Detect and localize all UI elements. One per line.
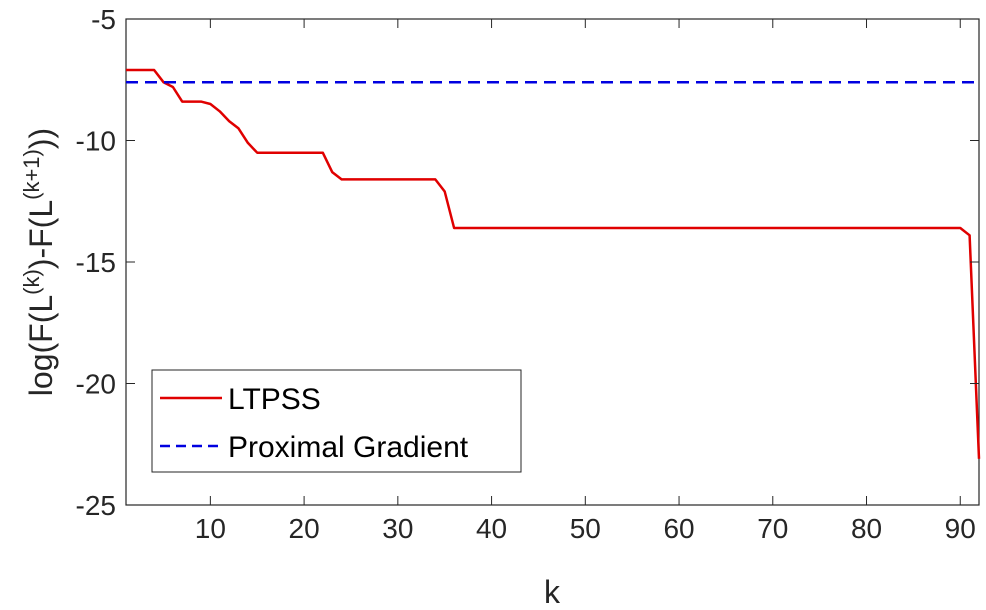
legend-box xyxy=(151,369,522,473)
y-axis-label: log(F(L(k))-F(L(k+1))) xyxy=(19,128,59,396)
legend-label-ltpss: LTPSS xyxy=(228,383,321,416)
x-tick-label: 90 xyxy=(945,513,976,544)
series-line-ltpss xyxy=(126,68,981,459)
x-tick-label: 30 xyxy=(382,513,413,544)
x-tick-label: 20 xyxy=(289,513,320,544)
x-axis-label: k xyxy=(544,574,561,610)
y-axis-ticks: -5 -10 -15 -20 -25 xyxy=(76,4,979,521)
series-layer xyxy=(126,68,981,459)
y-tick-label: -10 xyxy=(76,126,116,157)
y-tick-label: -15 xyxy=(76,247,116,278)
y-label-middle: )-F(L xyxy=(23,200,59,269)
legend: LTPSS Proximal Gradient xyxy=(151,369,522,473)
x-tick-label: 60 xyxy=(663,513,694,544)
y-tick-label: -20 xyxy=(76,369,116,400)
y-label-sup-k: (k) xyxy=(19,269,44,295)
x-tick-label: 80 xyxy=(851,513,882,544)
x-tick-label: 70 xyxy=(757,513,788,544)
x-tick-label: 40 xyxy=(476,513,507,544)
y-label-prefix: log(F(L xyxy=(23,295,59,396)
x-tick-label: 10 xyxy=(195,513,226,544)
x-axis-ticks: 10 20 30 40 50 60 70 80 90 xyxy=(195,19,976,544)
y-label-suffix: )) xyxy=(23,128,59,149)
x-tick-label: 50 xyxy=(570,513,601,544)
y-label-sup-k1: (k+1) xyxy=(19,149,44,200)
y-tick-label: -5 xyxy=(91,4,116,35)
legend-label-proximal-gradient: Proximal Gradient xyxy=(228,431,469,464)
y-tick-label: -25 xyxy=(76,490,116,521)
